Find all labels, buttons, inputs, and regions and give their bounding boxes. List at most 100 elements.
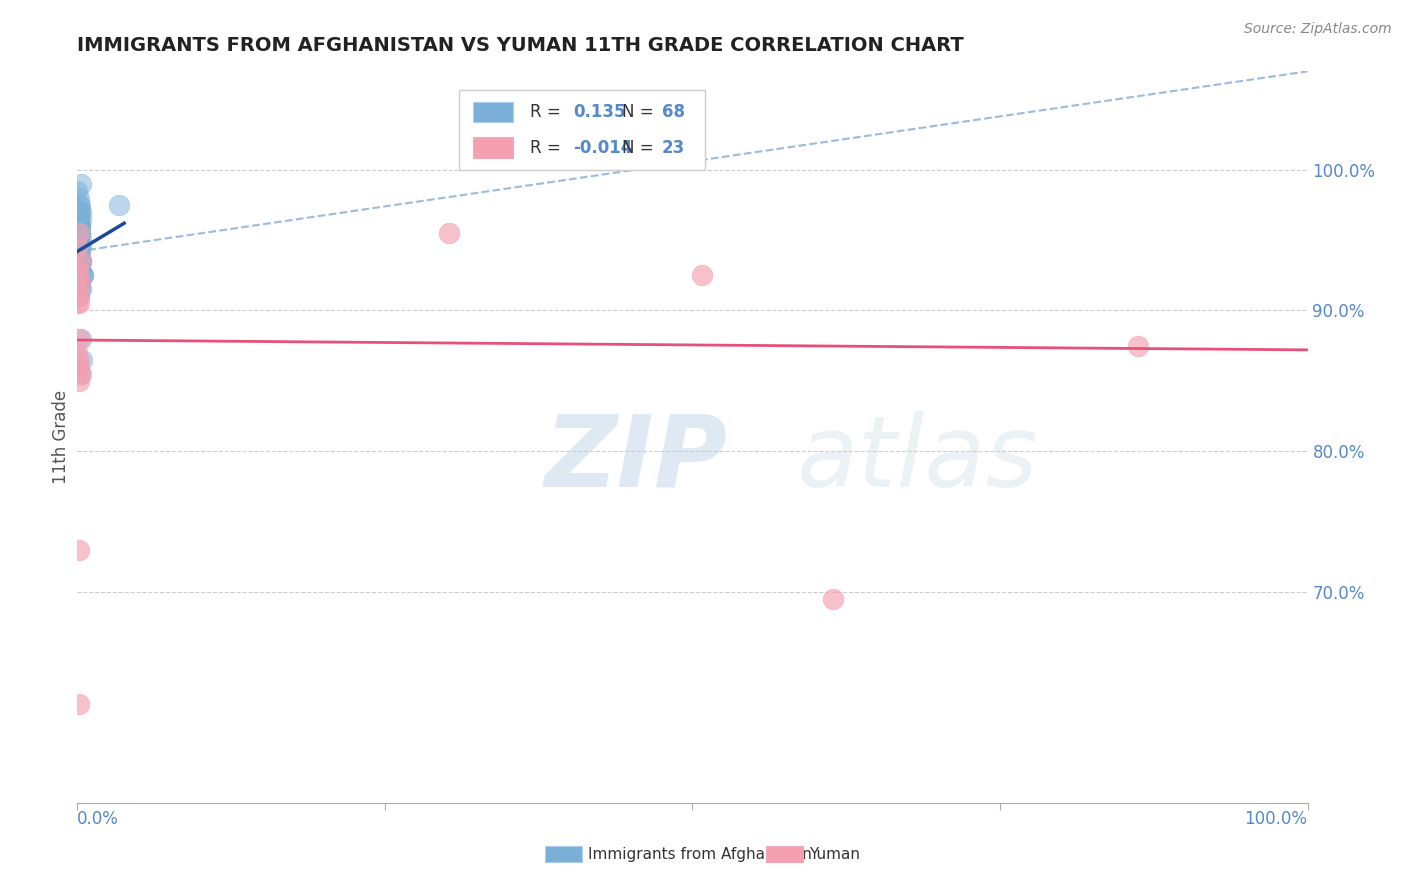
Point (69, 226, 91, 240)
Point (69, 219, 91, 233)
Point (1126, 339, 1149, 353)
Point (70, 268, 93, 283)
Text: Source: ZipAtlas.com: Source: ZipAtlas.com (1244, 22, 1392, 37)
Point (67, 542, 90, 557)
Point (67, 268, 90, 283)
Text: N =: N = (623, 103, 659, 121)
Point (67, 233, 90, 247)
Point (66, 205, 89, 219)
Point (69, 261, 91, 276)
Point (67, 268, 90, 283)
Point (67, 233, 90, 247)
Point (67, 205, 90, 219)
Point (67, 261, 90, 276)
Point (67, 698, 90, 712)
Point (67, 226, 90, 240)
Point (437, 226, 460, 240)
Point (69, 205, 91, 219)
Point (70, 254, 93, 268)
Point (66, 240, 89, 254)
Point (66, 226, 89, 240)
Point (70, 254, 93, 268)
Text: R =: R = (530, 138, 567, 157)
Point (70, 212, 93, 227)
Point (69, 226, 91, 240)
Point (66, 296, 89, 310)
Point (66, 261, 89, 276)
Point (67, 254, 90, 268)
Point (67, 247, 90, 261)
Point (66, 212, 89, 227)
Text: 23: 23 (662, 138, 685, 157)
Point (67, 332, 90, 346)
Point (69, 261, 91, 276)
Point (67, 219, 90, 233)
Point (69, 276, 91, 290)
Point (67, 219, 90, 233)
Point (69, 226, 91, 240)
Point (66, 240, 89, 254)
Point (69, 282, 91, 296)
Point (108, 198, 131, 212)
Point (69, 276, 91, 290)
Point (70, 282, 93, 296)
Point (69, 198, 91, 212)
Text: R =: R = (530, 103, 567, 121)
Point (67, 289, 90, 303)
Point (66, 184, 89, 198)
Point (67, 219, 90, 233)
Point (70, 254, 93, 268)
Y-axis label: 11th Grade: 11th Grade (52, 390, 70, 484)
FancyBboxPatch shape (546, 846, 582, 862)
Point (70, 240, 93, 254)
Text: 68: 68 (662, 103, 685, 121)
Point (69, 219, 91, 233)
Point (67, 191, 90, 205)
FancyBboxPatch shape (458, 90, 704, 170)
Point (67, 198, 90, 212)
Point (67, 359, 90, 374)
Point (69, 240, 91, 254)
Point (821, 591, 844, 606)
Text: 0.135: 0.135 (574, 103, 626, 121)
Text: -0.014: -0.014 (574, 138, 633, 157)
Point (66, 219, 89, 233)
Point (70, 332, 93, 346)
Point (67, 276, 90, 290)
Point (67, 296, 90, 310)
Point (69, 261, 91, 276)
Point (67, 374, 90, 388)
Text: Immigrants from Afghanistan: Immigrants from Afghanistan (588, 847, 811, 862)
Point (72, 268, 94, 283)
Point (67, 233, 90, 247)
Point (67, 219, 90, 233)
Point (69, 247, 91, 261)
Point (72, 268, 94, 283)
Point (67, 254, 90, 268)
Text: 0.0%: 0.0% (77, 810, 120, 828)
Point (692, 268, 714, 283)
Text: Yuman: Yuman (810, 847, 860, 862)
Point (70, 177, 93, 191)
Point (66, 345, 89, 359)
Point (70, 233, 93, 247)
Point (66, 240, 89, 254)
Point (67, 212, 90, 227)
FancyBboxPatch shape (474, 137, 513, 158)
Point (66, 359, 89, 374)
Text: 100.0%: 100.0% (1244, 810, 1308, 828)
Point (66, 219, 89, 233)
Point (66, 282, 89, 296)
Point (66, 219, 89, 233)
Point (70, 367, 93, 381)
Text: ZIP: ZIP (546, 410, 728, 508)
Text: N =: N = (623, 138, 659, 157)
FancyBboxPatch shape (766, 846, 803, 862)
Point (70, 254, 93, 268)
Point (67, 247, 90, 261)
Point (70, 205, 93, 219)
Point (70, 352, 93, 367)
Point (66, 205, 89, 219)
Point (66, 212, 89, 227)
Point (69, 367, 91, 381)
